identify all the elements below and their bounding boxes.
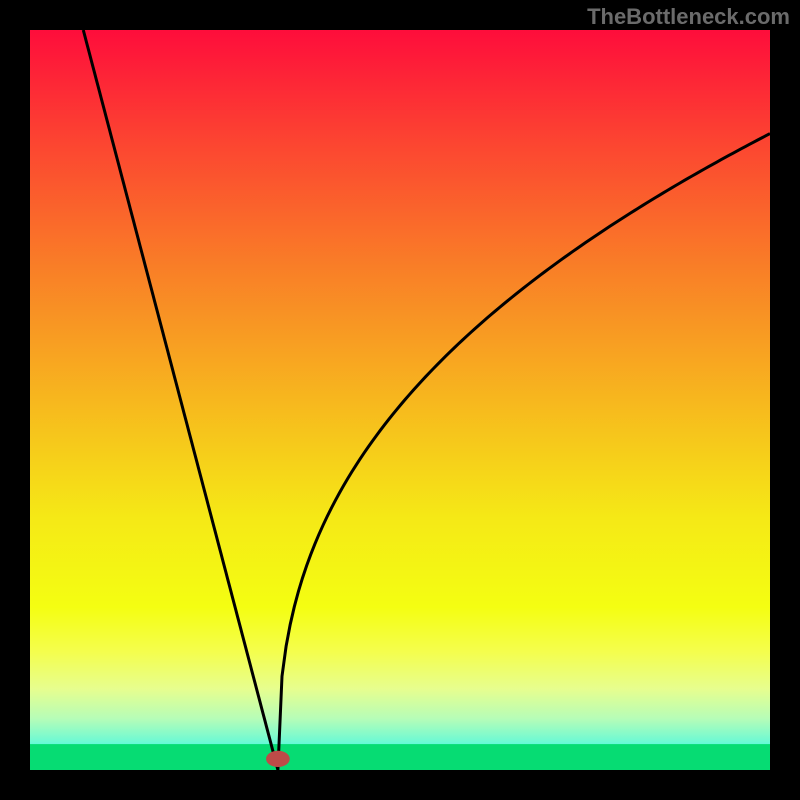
watermark-text: TheBottleneck.com — [587, 4, 790, 30]
gradient-background — [30, 30, 770, 770]
bottom-band — [30, 744, 770, 770]
minimum-marker — [266, 751, 290, 767]
chart-svg — [30, 30, 770, 770]
plot-area — [30, 30, 770, 770]
